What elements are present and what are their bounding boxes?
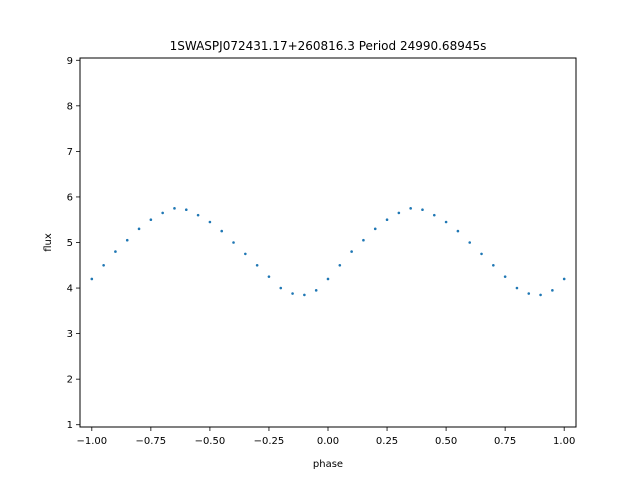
data-point (432, 213, 436, 217)
data-points (90, 207, 566, 297)
data-point (503, 275, 507, 278)
data-point (350, 250, 353, 253)
y-tick-label: 3 (67, 329, 73, 340)
data-point (208, 220, 212, 224)
x-tick-label: −0.25 (254, 436, 285, 447)
data-point (125, 238, 129, 242)
y-tick-label: 2 (67, 375, 73, 386)
data-point (373, 227, 377, 231)
data-point (137, 227, 141, 231)
data-point (220, 229, 224, 233)
data-point (539, 293, 542, 297)
data-point (551, 289, 554, 292)
data-point (338, 263, 342, 267)
data-point (527, 292, 531, 295)
data-point (421, 208, 424, 211)
data-point (90, 277, 94, 281)
data-point (562, 277, 566, 281)
y-tick-label: 4 (67, 284, 73, 295)
x-tick-label: 0.25 (376, 436, 398, 447)
data-point (244, 252, 247, 256)
data-point (385, 218, 389, 222)
x-tick-label: −0.50 (195, 436, 226, 447)
data-point (397, 211, 401, 215)
x-tick-label: 0.50 (435, 436, 457, 447)
x-tick-label: −0.75 (136, 436, 167, 447)
data-point (291, 292, 294, 295)
y-tick-label: 9 (67, 56, 73, 67)
data-point (161, 211, 164, 215)
data-point (279, 286, 283, 290)
data-point (196, 213, 200, 217)
data-point (362, 238, 365, 242)
y-tick-label: 6 (67, 192, 73, 203)
data-point (492, 263, 495, 267)
data-point (480, 252, 483, 256)
data-point (255, 263, 259, 267)
plot-frame (79, 57, 577, 428)
data-point (314, 289, 318, 292)
data-point (149, 218, 153, 222)
y-tick-label: 7 (67, 147, 73, 158)
data-point (444, 220, 448, 224)
data-point (173, 207, 176, 210)
data-point (102, 263, 105, 267)
data-point (326, 277, 330, 281)
chart-title: 1SWASPJ072431.17+260816.3 Period 24990.6… (170, 39, 487, 53)
x-tick-label: 0.00 (317, 436, 339, 447)
data-point (515, 286, 519, 290)
data-point (184, 208, 188, 211)
x-axis-label: phase (313, 459, 343, 470)
data-point (232, 241, 235, 244)
x-tick-label: 1.00 (553, 436, 575, 447)
x-axis-ticks: −1.00 −0.75 −0.50 −0.25 0.00 0.25 0.50 0.75 1.00 (76, 427, 575, 447)
data-point (114, 250, 117, 253)
y-tick-label: 5 (67, 238, 73, 249)
y-axis-ticks: 1 2 3 4 5 6 7 8 9 (67, 56, 80, 431)
x-tick-label: −1.00 (76, 436, 107, 447)
x-tick-label: 0.75 (494, 436, 516, 447)
data-point (267, 275, 271, 278)
data-point (468, 241, 472, 244)
y-tick-label: 1 (67, 420, 73, 431)
data-point (456, 229, 460, 233)
y-axis-label: flux (43, 233, 54, 252)
data-point (303, 293, 306, 297)
data-point (409, 207, 412, 210)
y-tick-label: 8 (67, 101, 73, 112)
